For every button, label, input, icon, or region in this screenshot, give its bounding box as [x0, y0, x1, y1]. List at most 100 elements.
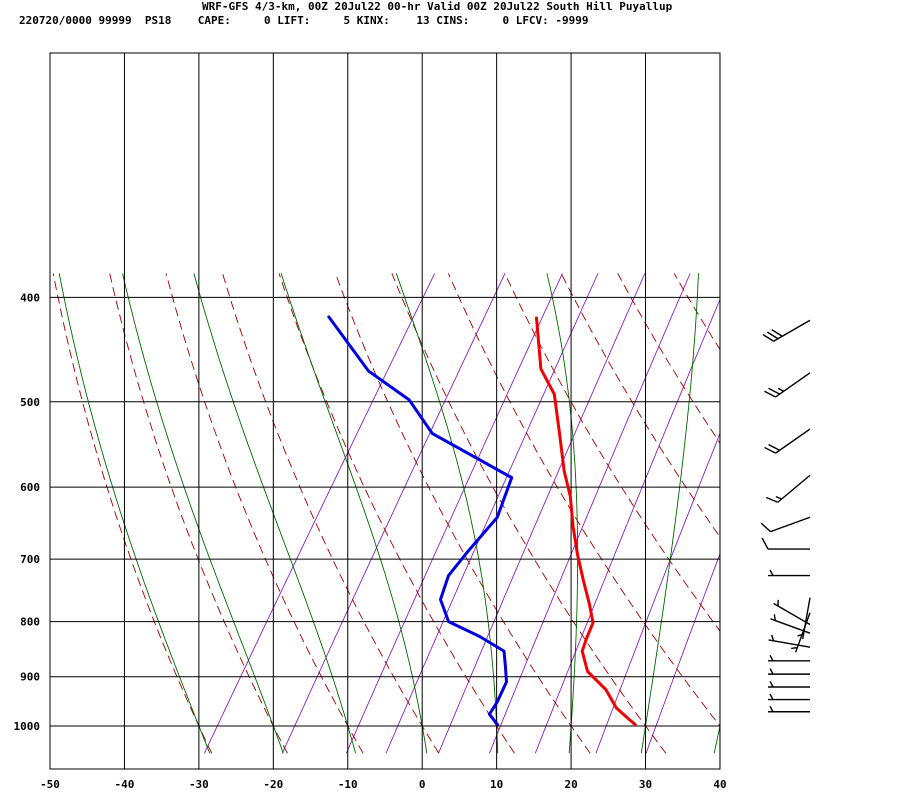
dry-adiabat-line [844, 273, 900, 753]
dry-adiabat-line [504, 273, 720, 632]
wind-barb-staff [777, 474, 811, 503]
wind-barb-feather [762, 334, 774, 342]
wind-barb-feather [769, 569, 774, 576]
pressure-tick-label: 400 [20, 291, 40, 304]
dry-adiabat-line [731, 273, 900, 753]
wind-barb-feather [771, 329, 783, 337]
wind-barb-staff [802, 597, 811, 640]
temperature-tick-label: 30 [639, 778, 652, 791]
wind-barb-feather [760, 522, 772, 533]
wind-barb-feather [764, 446, 776, 454]
chart-title: WRF-GFS 4/3-km, 00Z 20Jul22 00-hr Valid … [202, 0, 673, 13]
dry-adiabat-line [222, 273, 440, 754]
mixing-ratio-line [345, 273, 563, 754]
wind-barb [773, 599, 811, 626]
moist-adiabat-line [58, 273, 211, 754]
moist-adiabat-line [193, 273, 356, 754]
pressure-tick-label: 800 [20, 616, 40, 629]
pressure-tick-label: 600 [20, 481, 40, 494]
wind-barbs [760, 319, 811, 713]
dry-adiabat-line [617, 273, 720, 444]
dry-adiabat-line [673, 273, 720, 351]
wind-barb-feather [775, 496, 782, 500]
wind-barb-staff [773, 602, 811, 626]
pressure-axis: 400 500 600 700 800 900 1000 [14, 291, 41, 733]
temperature-profile-line [535, 316, 637, 727]
wind-barb [768, 569, 810, 577]
mixing-ratio-line [385, 273, 599, 754]
wind-barb-feather [764, 390, 776, 398]
temperature-tick-label: -20 [263, 778, 283, 791]
dry-adiabat-line [109, 273, 288, 754]
wind-barb [764, 428, 811, 454]
wind-barb-feather [766, 331, 779, 340]
wind-barb-staff [773, 319, 811, 342]
wind-barb [765, 474, 811, 503]
wind-barb-feather [769, 668, 774, 675]
wind-barb-feather [768, 387, 781, 395]
moist-adiabat-line [546, 273, 579, 754]
dry-adiabat-line [278, 273, 515, 754]
wind-barb-staff [770, 618, 811, 634]
wind-barb-staff [768, 639, 811, 648]
wind-barb-feather [777, 387, 785, 392]
temperature-axis: -50 -40 -30 -20 -10 0 10 20 30 40 [40, 778, 727, 791]
dewpoint-profile-line [327, 315, 514, 727]
mixing-ratio-line [534, 298, 720, 754]
moist-adiabat-line [713, 723, 720, 754]
wind-barb-feather [769, 681, 774, 688]
wind-barb [768, 693, 810, 701]
wind-barb-feather [773, 614, 776, 621]
pressure-tick-label: 900 [20, 671, 40, 684]
pressure-tick-label: 700 [20, 553, 40, 566]
mixing-ratio-line [488, 273, 691, 754]
sounding-header: WRF-GFS 4/3-km, 00Z 20Jul22 00-hr Valid … [0, 0, 900, 32]
temperature-tick-label: -40 [115, 778, 135, 791]
plot-frame [49, 52, 721, 770]
mixing-ratio-line [645, 552, 720, 754]
temperature-tick-label: -50 [40, 778, 60, 791]
temperature-tick-label: 10 [490, 778, 503, 791]
wind-barb-staff [775, 372, 811, 398]
wind-barb [768, 655, 810, 662]
wind-barb-feather [769, 693, 774, 700]
mixing-ratio-line [203, 273, 436, 754]
wind-barb-feather [765, 496, 779, 503]
moist-adiabat-line [122, 273, 284, 754]
wind-barb-staff [770, 516, 811, 533]
dry-adiabat-line [165, 273, 364, 754]
temperature-tick-label: 0 [419, 778, 426, 791]
wind-barb [764, 372, 811, 398]
temperature-tick-label: -10 [338, 778, 358, 791]
wind-barb-feather [768, 443, 781, 451]
dry-adiabat-line [787, 273, 900, 753]
temperature-tick-label: 20 [564, 778, 577, 791]
wind-barb [760, 516, 811, 533]
wind-barb-feather [791, 646, 798, 650]
pressure-tick-label: 1000 [14, 720, 41, 733]
mixing-ratio-line [438, 273, 646, 754]
temperature-tick-label: -30 [189, 778, 209, 791]
wind-barb [768, 668, 810, 675]
stability-indices: 220720/0000 99999 PS18 CAPE: 0 LIFT: 5 K… [19, 14, 589, 27]
dry-adiabat-line [560, 273, 720, 538]
mixing-ratio-line [281, 273, 506, 754]
dry-adiabat-line [447, 273, 720, 727]
moist-adiabat-line [640, 273, 699, 754]
dry-adiabat-line [52, 273, 213, 754]
wind-barb [762, 319, 811, 342]
dry-adiabat-line [391, 273, 667, 754]
wind-barb [768, 634, 811, 648]
wind-barb-feather [770, 634, 775, 642]
wind-barb-feather [769, 705, 774, 713]
wind-barb [768, 681, 810, 688]
moist-adiabat-line [395, 273, 499, 754]
wind-barb-feather [769, 655, 774, 662]
wind-barb-staff [775, 428, 811, 454]
temperature-tick-label: 40 [713, 778, 726, 791]
mixing-ratio-line [595, 432, 720, 754]
profile-lines [327, 315, 637, 727]
wind-barb [768, 705, 810, 713]
moist-adiabat-line [280, 273, 428, 754]
